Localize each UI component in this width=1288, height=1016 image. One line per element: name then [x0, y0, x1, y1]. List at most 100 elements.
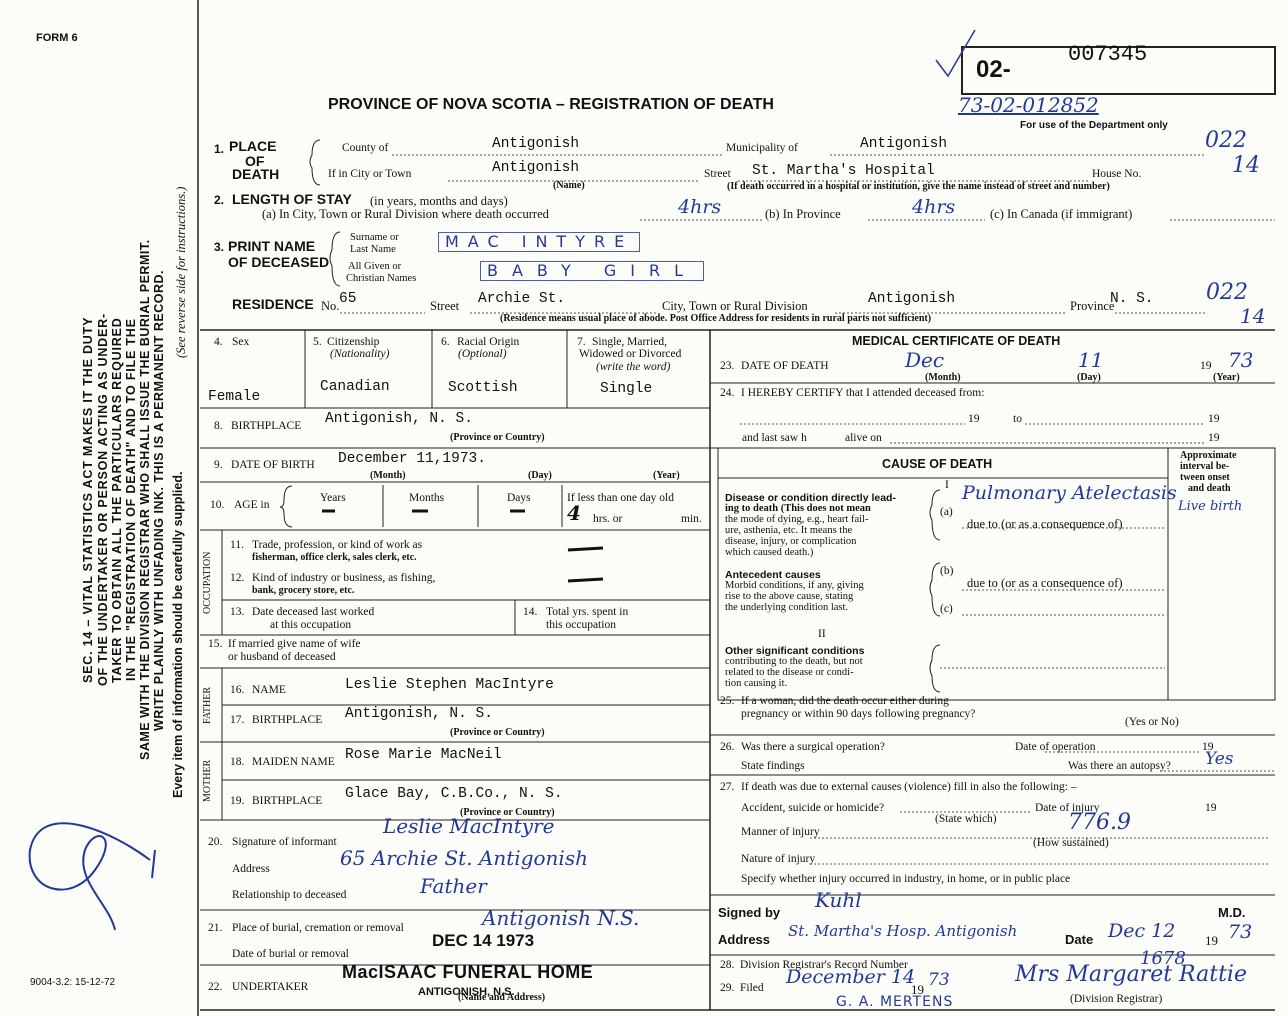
label: UNDERTAKER: [232, 981, 309, 993]
handwritten-value: Pulmonary Atelectasis: [962, 482, 1177, 504]
label: RESIDENCE: [232, 296, 314, 312]
registrar-stamp: G. A. MERTENS: [836, 994, 954, 1010]
label: tween onset: [1180, 472, 1230, 483]
label: the mode of dying, e.g., heart fail-: [725, 514, 869, 525]
reg-number: 007345: [1068, 42, 1148, 67]
item-number: 13.: [230, 606, 245, 618]
label: 19: [1202, 741, 1214, 753]
date-stamp: DEC 14 1973: [432, 931, 535, 950]
item-number: 12.: [230, 572, 245, 584]
note: (Nationality): [330, 348, 390, 360]
label: Citizenship: [327, 336, 380, 348]
item-number: 19.: [230, 795, 245, 807]
label: State findings: [741, 760, 805, 772]
label: hrs. or: [593, 513, 623, 525]
label: to: [1013, 413, 1022, 425]
label: City, Town or Rural Division: [662, 299, 808, 313]
instruction-line: SEC. 14 – VITAL STATISTICS ACT MAKES IT …: [81, 316, 95, 684]
label: 19: [1205, 802, 1217, 814]
label: Last Name: [350, 244, 396, 255]
label: DEATH: [232, 166, 280, 182]
label: Racial Origin: [457, 336, 520, 348]
item-number: 20.: [208, 836, 223, 848]
item-number: 18.: [230, 756, 245, 768]
label: interval be-: [1180, 461, 1230, 472]
value: Female: [208, 389, 261, 405]
handwritten-value: Live birth: [1178, 499, 1243, 514]
label: PRINT NAME: [228, 238, 316, 254]
label: Filed: [740, 982, 764, 994]
label: AGE in: [234, 499, 270, 511]
note: (Yes or No): [1125, 716, 1179, 728]
item-number: 24.: [720, 387, 735, 399]
label: bank, grocery store, etc.: [252, 585, 355, 596]
label: Province: [1070, 299, 1115, 313]
label: Specify whether injury occurred in indus…: [741, 873, 1071, 885]
dept-number: 73-02-012852: [958, 93, 1099, 117]
label: NAME: [252, 684, 286, 696]
note: (If death occurred in a hospital or inst…: [727, 181, 1110, 192]
label: Single, Married,: [592, 336, 668, 348]
item-number: 7.: [577, 336, 586, 348]
item-number: 28.: [720, 959, 735, 971]
label: Manner of injury: [741, 826, 820, 838]
value: Scottish: [448, 380, 518, 396]
label: fisherman, office clerk, sales clerk, et…: [252, 552, 417, 563]
handwritten-value: 65 Archie St. Antigonish: [340, 846, 588, 870]
note: (write the word): [596, 361, 671, 373]
item-number: 21.: [208, 922, 223, 934]
section-title: CAUSE OF DEATH: [882, 457, 993, 471]
label: tion causing it.: [725, 678, 788, 689]
label: Days: [507, 492, 531, 504]
label: which caused death.): [725, 547, 814, 558]
label: BIRTHPLACE: [231, 420, 302, 432]
part-label: I: [945, 479, 949, 491]
label: contributing to the death, but not: [725, 656, 863, 667]
label: Kind of industry or business, as fishing…: [252, 572, 436, 584]
label: Other significant conditions: [725, 645, 865, 657]
handwritten-value: Antigonish N.S.: [482, 906, 640, 930]
note: (Province or Country): [460, 807, 555, 818]
label: Months: [409, 492, 445, 504]
handwritten-value: 11: [1078, 348, 1104, 372]
label: Christian Names: [346, 273, 417, 284]
label: ing to death (This does not mean: [725, 503, 871, 514]
label: ure, asthenia, etc. It means the: [725, 525, 853, 536]
reg-prefix: 02-: [976, 56, 1011, 83]
label: and death: [1188, 483, 1231, 494]
label: Date of operation: [1015, 741, 1096, 753]
value: Single: [600, 381, 653, 397]
section-title: MEDICAL CERTIFICATE OF DEATH: [852, 334, 1061, 348]
value: December 11,1973.: [338, 451, 486, 467]
undertaker-town: ANTIGONISH, N.S.: [418, 986, 515, 998]
label: If married give name of wife: [228, 638, 361, 650]
form-rule: [309, 139, 321, 186]
label: pregnancy or within 90 days following pr…: [741, 708, 976, 720]
reverse-note: (See reverse side for instructions.): [174, 186, 188, 359]
label: LENGTH OF STAY: [232, 191, 352, 207]
label: disease, injury, or complication: [725, 536, 857, 547]
handwritten-value: BABY GIRL: [480, 261, 705, 281]
label: due to (or as a consequence of): [967, 517, 1123, 531]
dept-note: For use of the Department only: [1020, 120, 1168, 131]
label: 19: [1205, 933, 1218, 948]
note: (Province or Country): [450, 432, 545, 443]
form-title: PROVINCE OF NOVA SCOTIA – REGISTRATION O…: [328, 96, 774, 113]
label: 19: [911, 982, 924, 997]
item-number: 26.: [720, 741, 735, 753]
value: Antigonish: [860, 136, 948, 152]
handwritten-value: 1678: [1140, 948, 1186, 969]
form-rule: [340, 154, 1275, 865]
label: (b) In Province: [765, 207, 841, 221]
label: Nature of injury: [741, 853, 816, 865]
instruction-line: SAME WITH THE DIVISION REGISTRAR WHO SHA…: [138, 239, 152, 761]
handwritten-value: 73: [1228, 348, 1254, 372]
value: Canadian: [320, 379, 390, 395]
note: (Residence means usual place of abode. P…: [500, 313, 932, 324]
form-rule: [717, 447, 1276, 701]
item-number: 10.: [210, 499, 225, 511]
label: If in City or Town: [328, 168, 412, 180]
item-number: 22.: [208, 981, 223, 993]
label: (a): [940, 506, 953, 518]
